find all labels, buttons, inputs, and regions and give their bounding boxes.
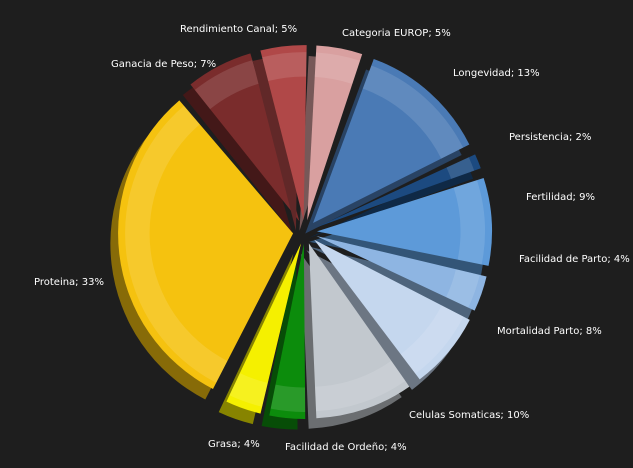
pie-slice-highlight — [315, 360, 406, 412]
slice-data-label: Facilidad de Ordeño; 4% — [285, 442, 407, 453]
pie-slice — [260, 45, 307, 221]
pie-slice-highlight — [262, 52, 307, 82]
pie-slice-highlight — [229, 373, 268, 407]
pie-slice-highlight — [453, 180, 485, 265]
pie-slice-highlight — [314, 52, 360, 84]
pie-slice-highlight — [270, 384, 306, 412]
pie-slice — [308, 243, 410, 419]
pie-slice — [316, 154, 481, 228]
slice-data-label: Categoria EUROP; 5% — [342, 28, 451, 39]
slice-data-label: Persistencia; 2% — [509, 132, 591, 143]
slice-data-label: Facilidad de Parto; 4% — [519, 254, 630, 265]
slice-data-label: Ganacia de Peso; 7% — [111, 59, 216, 70]
slice-data-label: Proteina; 33% — [34, 277, 104, 288]
pie-slice — [314, 239, 470, 380]
pie-slice-highlight — [362, 65, 464, 159]
slice-data-label: Celulas Somaticas; 10% — [409, 410, 529, 421]
slice-data-label: Longevidad; 13% — [453, 68, 540, 79]
pie-slice — [226, 243, 302, 414]
slice-data-label: Mortalidad Parto; 8% — [497, 326, 602, 337]
pie-slice-highlight — [446, 269, 480, 308]
slice-data-label: Fertilidad; 9% — [526, 192, 595, 203]
pie-slice — [313, 58, 470, 224]
pie-slice-highlight — [125, 105, 228, 383]
pie-slice — [316, 177, 492, 266]
slice-data-label: Grasa; 4% — [208, 439, 260, 450]
pie-slice-highlight — [194, 60, 260, 110]
pie-slice — [307, 45, 363, 221]
pie-slice — [118, 100, 294, 389]
pie-slice — [269, 243, 306, 419]
pie-slice — [190, 53, 300, 222]
pie-slice-highlight — [446, 157, 475, 179]
pie-slice — [316, 235, 487, 311]
pie-slice-highlight — [400, 305, 464, 374]
slice-data-label: Rendimiento Canal; 5% — [180, 24, 297, 35]
